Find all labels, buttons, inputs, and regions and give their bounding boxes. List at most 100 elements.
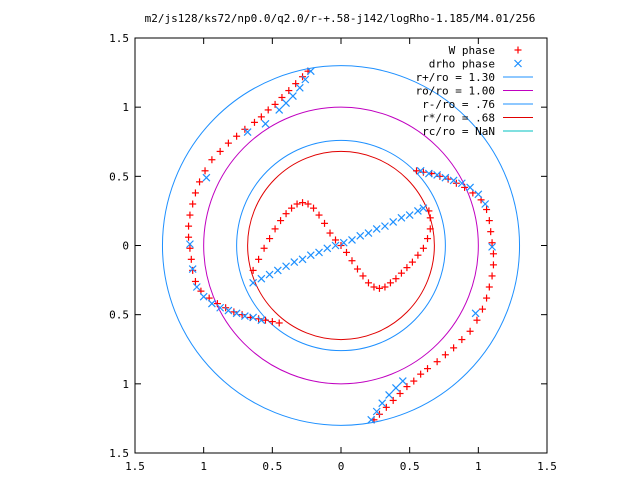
- w-phase-point: [292, 80, 300, 88]
- x-tick-label: 1: [475, 460, 482, 473]
- y-tick-label: 0: [122, 240, 129, 253]
- w-phase-point: [419, 168, 427, 176]
- w-phase-point: [250, 118, 258, 126]
- x-tick-label: 1.5: [125, 460, 145, 473]
- w-phase-point: [466, 327, 474, 335]
- drho-phase-point: [339, 238, 348, 247]
- w-phase-point: [392, 275, 400, 283]
- w-phase-point: [282, 210, 290, 218]
- w-phase-point: [249, 266, 257, 274]
- drho-phase-point: [186, 240, 194, 249]
- drho-phase-point: [306, 251, 315, 260]
- circle-r+/ro = 1.30: [161, 65, 521, 426]
- drho-phase-point: [249, 313, 258, 322]
- w-phase-point: [278, 93, 286, 101]
- drho-phase-point: [207, 299, 216, 308]
- w-phase-point: [189, 200, 197, 208]
- legend-label: r*/ro = .68: [422, 112, 495, 125]
- drho-phase-point: [471, 309, 480, 318]
- drho-phase-point: [367, 415, 376, 424]
- x-tick-label: 0.5: [262, 460, 282, 473]
- w-phase-point: [293, 200, 301, 208]
- w-phase-point: [353, 265, 361, 273]
- w-phase-point: [224, 139, 232, 147]
- w-phase-point: [397, 269, 405, 277]
- legend-plus-marker: [514, 46, 522, 54]
- drho-phase-point: [301, 75, 310, 84]
- drho-phase-point: [290, 258, 299, 267]
- w-phase-point: [396, 390, 404, 398]
- w-phase-point: [208, 156, 216, 164]
- w-phase-point: [444, 175, 452, 183]
- drho-phase-point: [424, 169, 433, 178]
- w-phase-point: [321, 219, 329, 227]
- w-phase-point: [275, 319, 283, 327]
- legend-label: W phase: [449, 44, 495, 57]
- w-phase-point: [260, 244, 268, 252]
- drho-phase-point: [216, 303, 225, 312]
- drho-phase-point: [398, 377, 407, 385]
- axis-ticks: 1.5 1 0.5 0 0.5 1 1.51.510.500.511.5: [109, 32, 557, 473]
- drho-phase-point: [433, 171, 442, 179]
- w-phase-point: [238, 311, 246, 319]
- w-phase-point: [255, 315, 263, 323]
- w-phase-point: [389, 396, 397, 404]
- drho-phase-point: [192, 283, 201, 291]
- drho-phase-point: [306, 67, 315, 76]
- w-phase-point: [304, 200, 312, 208]
- drho-phase-point: [385, 390, 393, 399]
- w-phase-point: [186, 244, 194, 252]
- legend-label: drho phase: [429, 58, 495, 71]
- drho-phase-point: [289, 92, 297, 101]
- w-phase-point: [414, 251, 422, 259]
- x-tick-label: 0: [338, 460, 345, 473]
- w-phase-point: [213, 300, 221, 308]
- w-phase-point: [473, 316, 481, 324]
- w-phase-point: [489, 250, 497, 258]
- w-phase-point: [433, 358, 441, 366]
- drho-phase-point: [273, 266, 282, 275]
- drho-phase-point: [298, 255, 307, 264]
- w-phase-point: [426, 214, 434, 222]
- drho-phase-point: [441, 173, 450, 182]
- w-phase-point: [488, 272, 496, 280]
- drho-phase-point: [474, 190, 483, 199]
- drho-phase-point: [419, 204, 428, 213]
- w-phase-point: [364, 279, 372, 287]
- w-phase-point: [187, 255, 195, 263]
- w-phase-point: [191, 189, 199, 197]
- w-phase-point: [348, 257, 356, 265]
- w-phase-point: [485, 217, 493, 225]
- w-phase-point: [257, 113, 265, 121]
- w-phase-point: [268, 318, 276, 326]
- w-phase-point: [450, 344, 458, 352]
- x-tick-label: 1: [200, 460, 207, 473]
- w-phase-point: [332, 236, 340, 244]
- drho-phase-point: [240, 312, 249, 320]
- w-phase-point: [410, 377, 418, 385]
- w-phase-point: [189, 266, 197, 274]
- w-phase-point: [271, 100, 279, 108]
- drho-phase-point: [389, 218, 398, 226]
- drho-phase-point: [372, 224, 381, 233]
- drho-phase-point: [364, 229, 373, 237]
- y-tick-label: 0.5: [109, 309, 129, 322]
- w-phase-point: [186, 211, 194, 219]
- drho-phase-point: [356, 231, 365, 240]
- w-phase-point: [191, 277, 199, 285]
- drho-phase-point: [257, 316, 266, 325]
- w-phase-point: [436, 172, 444, 180]
- w-phase-point: [185, 222, 193, 230]
- w-phase-point: [271, 225, 279, 233]
- w-phase-point: [403, 264, 411, 272]
- w-phase-point: [381, 283, 389, 291]
- w-phase-point: [201, 167, 209, 175]
- w-phase-point: [403, 383, 411, 391]
- w-phase-point: [326, 229, 334, 237]
- circle-r*/ro = .68: [247, 150, 435, 341]
- drho-phase-point: [199, 292, 208, 301]
- drho-phase-point: [265, 270, 274, 279]
- drho-phase-point: [188, 265, 197, 273]
- drho-phase-point: [315, 248, 323, 257]
